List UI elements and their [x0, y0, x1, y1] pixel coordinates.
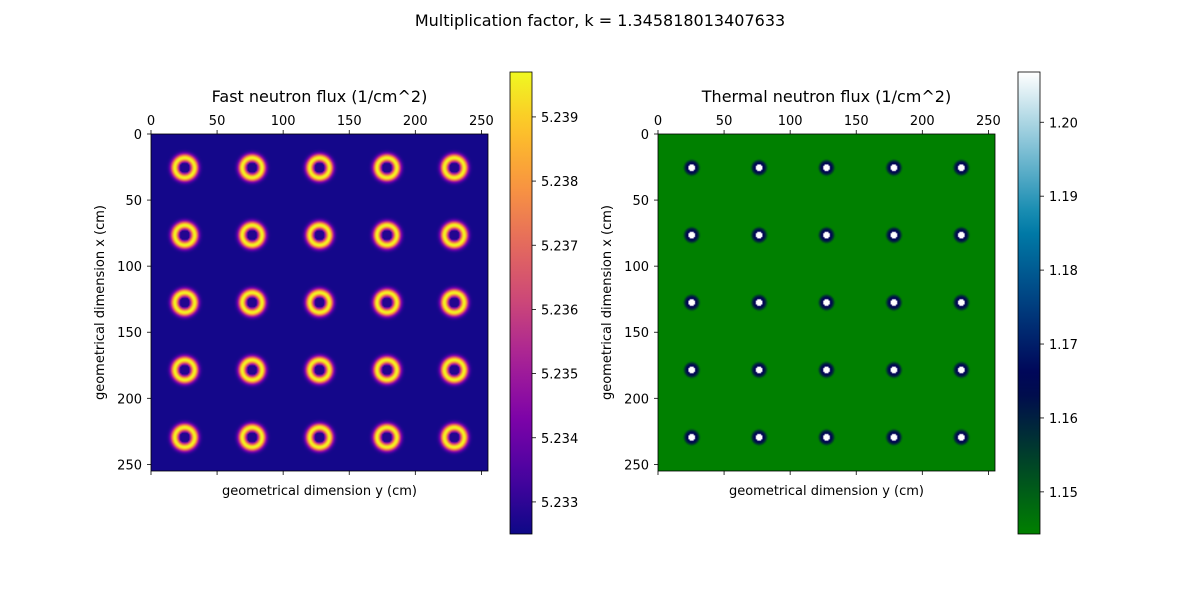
x-tick-label: 50: [209, 114, 226, 129]
colorbar-tick-label: 1.20: [1049, 116, 1078, 131]
x-tick-label: 150: [337, 114, 362, 129]
x-axis-label: geometrical dimension y (cm): [729, 484, 924, 499]
thermal-flux-chart: 0 50 100 150 200 250 0 50 100 150 200 250 Thermal ne…: [600, 71, 1078, 535]
colorbar-tick-label: 1.15: [1049, 486, 1078, 501]
axes-frame: [657, 133, 996, 472]
y-tick-label: 100: [117, 260, 142, 275]
y-tick-label: 50: [632, 194, 649, 209]
colorbar-tick-label: 5.233: [541, 496, 578, 511]
x-tick-label: 150: [844, 114, 869, 129]
x-tick-label: 250: [976, 114, 1001, 129]
y-tick-label: 0: [134, 128, 142, 143]
x-tick-label: 100: [778, 114, 803, 129]
chart-title: Fast neutron flux (1/cm^2): [212, 87, 428, 106]
chart-title: Thermal neutron flux (1/cm^2): [701, 87, 951, 106]
colorbar-tick-label: 1.17: [1049, 338, 1078, 353]
x-axis-label: geometrical dimension y (cm): [222, 484, 417, 499]
colorbar: [1017, 71, 1041, 535]
heatmap-image: [658, 134, 995, 471]
y-axis-label: geometrical dimension x (cm): [600, 205, 615, 400]
colorbar-tick-label: 1.16: [1049, 412, 1078, 427]
colorbar-tick-label: 5.237: [541, 239, 578, 254]
axes-frame: [150, 133, 489, 472]
figure-suptitle: Multiplication factor, k = 1.34581801340…: [415, 11, 785, 30]
y-tick-label: 200: [624, 392, 649, 407]
x-tick-label: 100: [271, 114, 296, 129]
x-tick-label: 0: [147, 114, 155, 129]
colorbar-tick-label: 5.234: [541, 432, 578, 447]
y-tick-label: 150: [117, 326, 142, 341]
y-tick-label: 150: [624, 326, 649, 341]
y-tick-label: 250: [117, 458, 142, 473]
x-tick-label: 250: [469, 114, 494, 129]
colorbar-tick-label: 1.19: [1049, 190, 1078, 205]
colorbar-tick-label: 5.236: [541, 303, 578, 318]
colorbar-tick-label: 5.235: [541, 368, 578, 383]
heatmap-image: [151, 134, 488, 471]
y-tick-label: 0: [641, 128, 649, 143]
colorbar: [509, 71, 533, 535]
y-axis-label: geometrical dimension x (cm): [93, 205, 108, 400]
x-tick-label: 200: [403, 114, 428, 129]
x-tick-label: 200: [910, 114, 935, 129]
y-tick-label: 100: [624, 260, 649, 275]
colorbar-tick-label: 5.239: [541, 111, 578, 126]
y-tick-label: 250: [624, 458, 649, 473]
colorbar-tick-label: 1.18: [1049, 264, 1078, 279]
colorbar-tick-label: 5.238: [541, 175, 578, 190]
x-tick-label: 0: [654, 114, 662, 129]
y-tick-label: 200: [117, 392, 142, 407]
x-tick-label: 50: [716, 114, 733, 129]
y-tick-label: 50: [125, 194, 142, 209]
fast-flux-chart: 0 50 100 150 200 250 0 50 100 150 200 250 Fast neutr…: [93, 71, 578, 535]
